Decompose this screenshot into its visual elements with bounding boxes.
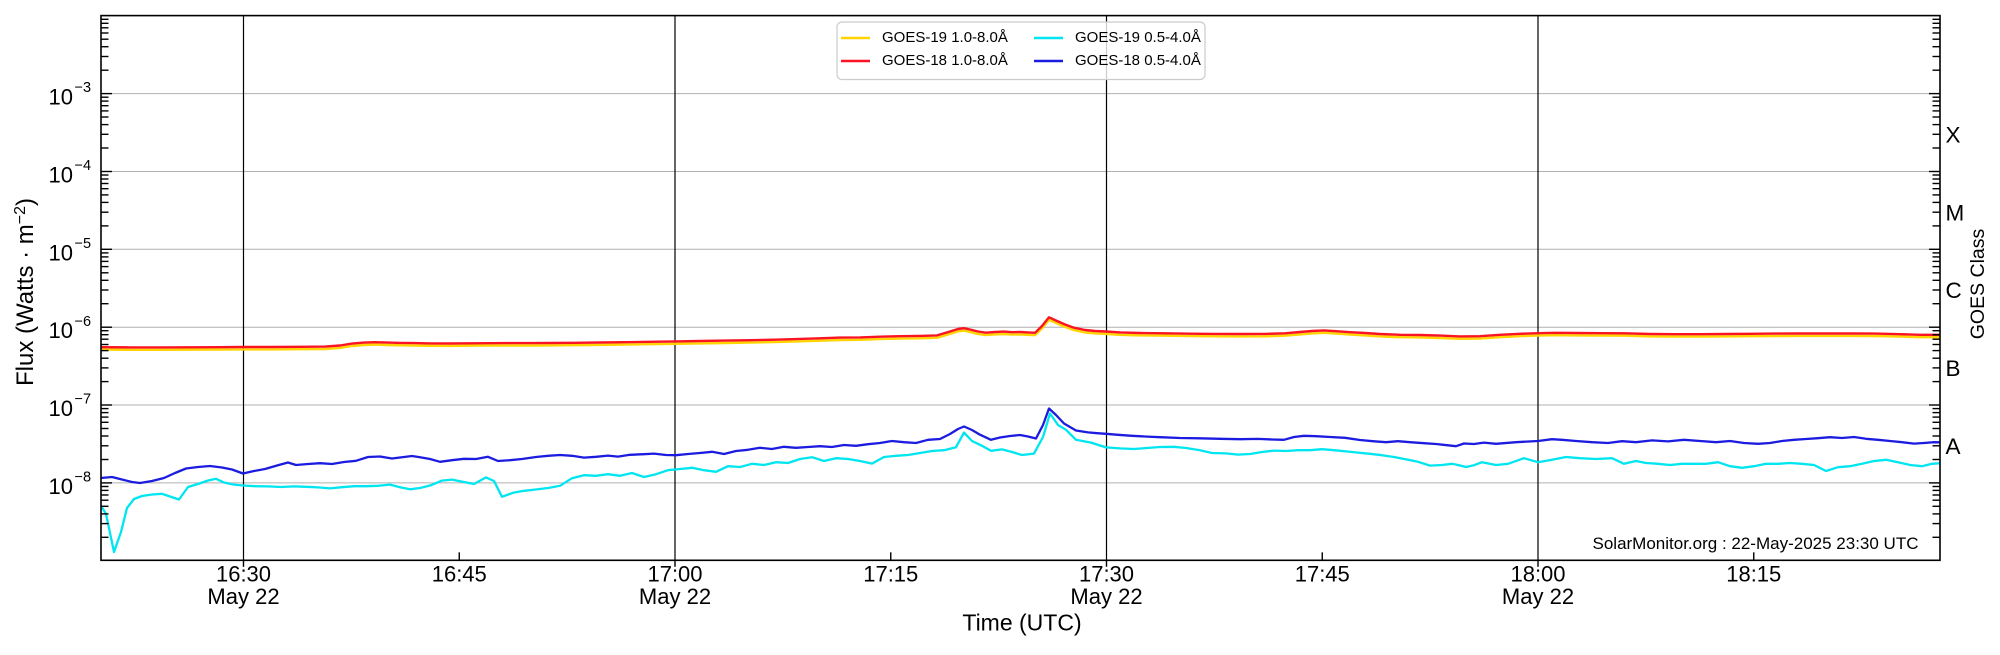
- svg-text:Flux (Watts · m−2): Flux (Watts · m−2): [12, 198, 39, 386]
- svg-text:GOES-18 0.5-4.0Å: GOES-18 0.5-4.0Å: [1075, 52, 1201, 69]
- svg-text:10: 10: [49, 163, 73, 188]
- svg-text:−5: −5: [75, 236, 92, 252]
- svg-text:−3: −3: [75, 80, 92, 96]
- svg-text:A: A: [1946, 434, 1961, 459]
- svg-text:SolarMonitor.org : 22-May-2025: SolarMonitor.org : 22-May-2025 23:30 UTC: [1593, 534, 1919, 553]
- svg-text:GOES-19 1.0-8.0Å: GOES-19 1.0-8.0Å: [882, 29, 1008, 46]
- svg-text:B: B: [1946, 356, 1961, 381]
- svg-text:−6: −6: [75, 314, 92, 330]
- svg-text:16:30: 16:30: [216, 562, 271, 587]
- svg-text:18:00: 18:00: [1510, 562, 1565, 587]
- svg-text:GOES-19 0.5-4.0Å: GOES-19 0.5-4.0Å: [1075, 29, 1201, 46]
- svg-text:−8: −8: [75, 470, 92, 486]
- svg-text:17:45: 17:45: [1295, 562, 1350, 587]
- svg-text:10: 10: [49, 474, 73, 499]
- svg-text:−7: −7: [75, 392, 92, 408]
- svg-text:May 22: May 22: [207, 584, 279, 609]
- svg-text:10: 10: [49, 85, 73, 110]
- svg-text:17:15: 17:15: [863, 562, 918, 587]
- svg-text:X: X: [1946, 122, 1961, 147]
- svg-text:17:30: 17:30: [1079, 562, 1134, 587]
- svg-text:17:00: 17:00: [647, 562, 702, 587]
- svg-text:C: C: [1946, 278, 1962, 303]
- svg-text:18:15: 18:15: [1726, 562, 1781, 587]
- svg-text:GOES Class: GOES Class: [1967, 228, 1989, 339]
- svg-text:16:45: 16:45: [432, 562, 487, 587]
- svg-text:May 22: May 22: [1502, 584, 1574, 609]
- svg-text:10: 10: [49, 240, 73, 265]
- svg-text:−4: −4: [75, 158, 92, 174]
- svg-text:M: M: [1946, 200, 1965, 225]
- svg-text:GOES-18 1.0-8.0Å: GOES-18 1.0-8.0Å: [882, 52, 1008, 69]
- svg-text:10: 10: [49, 318, 73, 343]
- svg-text:May 22: May 22: [639, 584, 711, 609]
- svg-text:May 22: May 22: [1070, 584, 1142, 609]
- svg-text:Time (UTC): Time (UTC): [962, 610, 1081, 636]
- svg-text:10: 10: [49, 396, 73, 421]
